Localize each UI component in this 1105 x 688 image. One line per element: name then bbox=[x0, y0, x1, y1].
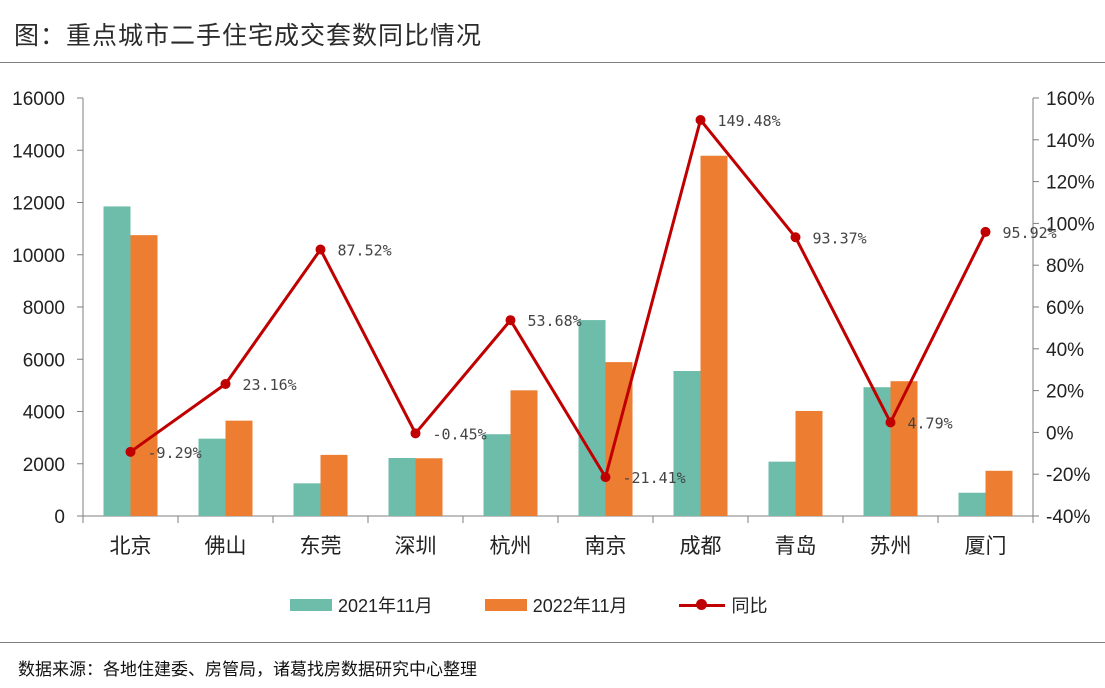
yoy-point bbox=[695, 114, 706, 125]
footer-divider bbox=[0, 642, 1105, 643]
x-tick-label: 北京 bbox=[110, 534, 152, 558]
x-tick-label: 深圳 bbox=[395, 534, 437, 558]
yoy-data-label: -9.29% bbox=[148, 444, 202, 462]
yoy-point bbox=[505, 315, 516, 326]
y-left-tick-label: 12000 bbox=[12, 194, 65, 215]
x-tick-label: 青岛 bbox=[775, 534, 817, 558]
yoy-point bbox=[980, 226, 991, 237]
legend-label-2022: 2022年11月 bbox=[532, 596, 628, 616]
y-right-tick-label: -40% bbox=[1046, 507, 1090, 528]
y-left-tick-label: 4000 bbox=[23, 403, 65, 424]
yoy-data-label: -21.41% bbox=[623, 469, 686, 487]
chart-title: 图：重点城市二手住宅成交套数同比情况 bbox=[14, 21, 483, 50]
legend-swatch-2021 bbox=[290, 599, 332, 611]
y-right-tick-label: 160% bbox=[1046, 89, 1095, 110]
x-tick-label: 南京 bbox=[585, 534, 627, 558]
yoy-data-label: 93.37% bbox=[813, 229, 867, 247]
x-tick-label: 杭州 bbox=[490, 534, 532, 558]
yoy-point bbox=[410, 428, 421, 439]
y-left-tick-label: 8000 bbox=[23, 298, 65, 319]
bar-2022 bbox=[890, 381, 918, 516]
bar-2021 bbox=[103, 206, 131, 516]
x-tick-label: 苏州 bbox=[870, 534, 912, 558]
y-right-tick-label: -20% bbox=[1046, 465, 1090, 486]
y-right-tick-label: 0% bbox=[1046, 423, 1074, 444]
bar-2022 bbox=[130, 235, 158, 516]
bar-2022 bbox=[700, 155, 728, 516]
bar-2021 bbox=[958, 492, 986, 516]
y-left-tick-label: 2000 bbox=[23, 455, 65, 476]
title-divider bbox=[0, 62, 1105, 63]
bar-2022 bbox=[225, 420, 253, 516]
bar-2021 bbox=[388, 458, 416, 516]
bar-2022 bbox=[795, 410, 823, 516]
y-right-tick-label: 20% bbox=[1046, 382, 1084, 403]
bar-2021 bbox=[578, 320, 606, 516]
y-left-tick-label: 10000 bbox=[12, 246, 65, 267]
yoy-data-label: 53.68% bbox=[528, 312, 582, 330]
bar-2022 bbox=[415, 458, 443, 516]
yoy-data-label: 95.92% bbox=[1003, 224, 1057, 242]
legend-label-yoy: 同比 bbox=[731, 596, 768, 616]
yoy-data-label: 23.16% bbox=[243, 376, 297, 394]
bar-2021 bbox=[863, 387, 891, 516]
y-right-tick-label: 40% bbox=[1046, 340, 1084, 361]
yoy-point bbox=[600, 472, 611, 483]
bar-2021 bbox=[768, 461, 796, 516]
yoy-point bbox=[315, 244, 326, 255]
bar-2022 bbox=[510, 390, 538, 516]
y-left-tick-label: 0 bbox=[54, 507, 65, 528]
yoy-point bbox=[125, 446, 136, 457]
yoy-data-label: 87.52% bbox=[338, 241, 392, 259]
y-right-tick-label: 120% bbox=[1046, 173, 1095, 194]
x-tick-label: 成都 bbox=[680, 534, 722, 558]
yoy-data-label: 149.48% bbox=[718, 112, 781, 130]
legend-swatch-yoy bbox=[679, 598, 726, 612]
legend-item-2022: 2022年11月 bbox=[484, 592, 628, 618]
y-left-tick-label: 6000 bbox=[23, 350, 65, 371]
yoy-data-label: 4.79% bbox=[908, 414, 953, 432]
legend-item-2021: 2021年11月 bbox=[290, 592, 433, 618]
data-source-note: 数据来源：各地住建委、房管局，诸葛找房数据研究中心整理 bbox=[18, 660, 477, 680]
bar-2022 bbox=[320, 454, 348, 516]
yoy-line bbox=[129, 118, 987, 479]
bar-2021 bbox=[483, 434, 511, 516]
legend-label-2021: 2021年11月 bbox=[338, 596, 433, 616]
bar-2021 bbox=[293, 483, 321, 516]
y-right-tick-label: 140% bbox=[1046, 131, 1095, 152]
legend-item-yoy: 同比 bbox=[679, 592, 767, 618]
y-left-tick-label: 14000 bbox=[12, 141, 65, 162]
combo-chart: 0 2000 4000 6000 8000 10000 12000 14000 16000 -40… bbox=[12, 89, 1095, 558]
bar-2021 bbox=[673, 371, 701, 516]
chart-legend: 2021年11月 2022年11月 同比 bbox=[290, 592, 767, 618]
x-tick-label: 佛山 bbox=[205, 534, 247, 558]
y-left-tick-label: 16000 bbox=[12, 89, 65, 110]
yoy-data-label: -0.45% bbox=[433, 425, 487, 443]
y-right-tick-label: 80% bbox=[1046, 256, 1084, 277]
yoy-point bbox=[885, 417, 896, 428]
legend-swatch-2022 bbox=[484, 599, 527, 611]
yoy-point bbox=[790, 232, 801, 243]
x-tick-label: 东莞 bbox=[300, 534, 342, 558]
bar-2021 bbox=[198, 438, 226, 516]
yoy-point bbox=[220, 378, 231, 389]
y-right-tick-label: 100% bbox=[1046, 214, 1095, 235]
bar-2022 bbox=[985, 470, 1013, 516]
x-tick-label: 厦门 bbox=[965, 534, 1007, 558]
y-right-tick-label: 60% bbox=[1046, 298, 1084, 319]
